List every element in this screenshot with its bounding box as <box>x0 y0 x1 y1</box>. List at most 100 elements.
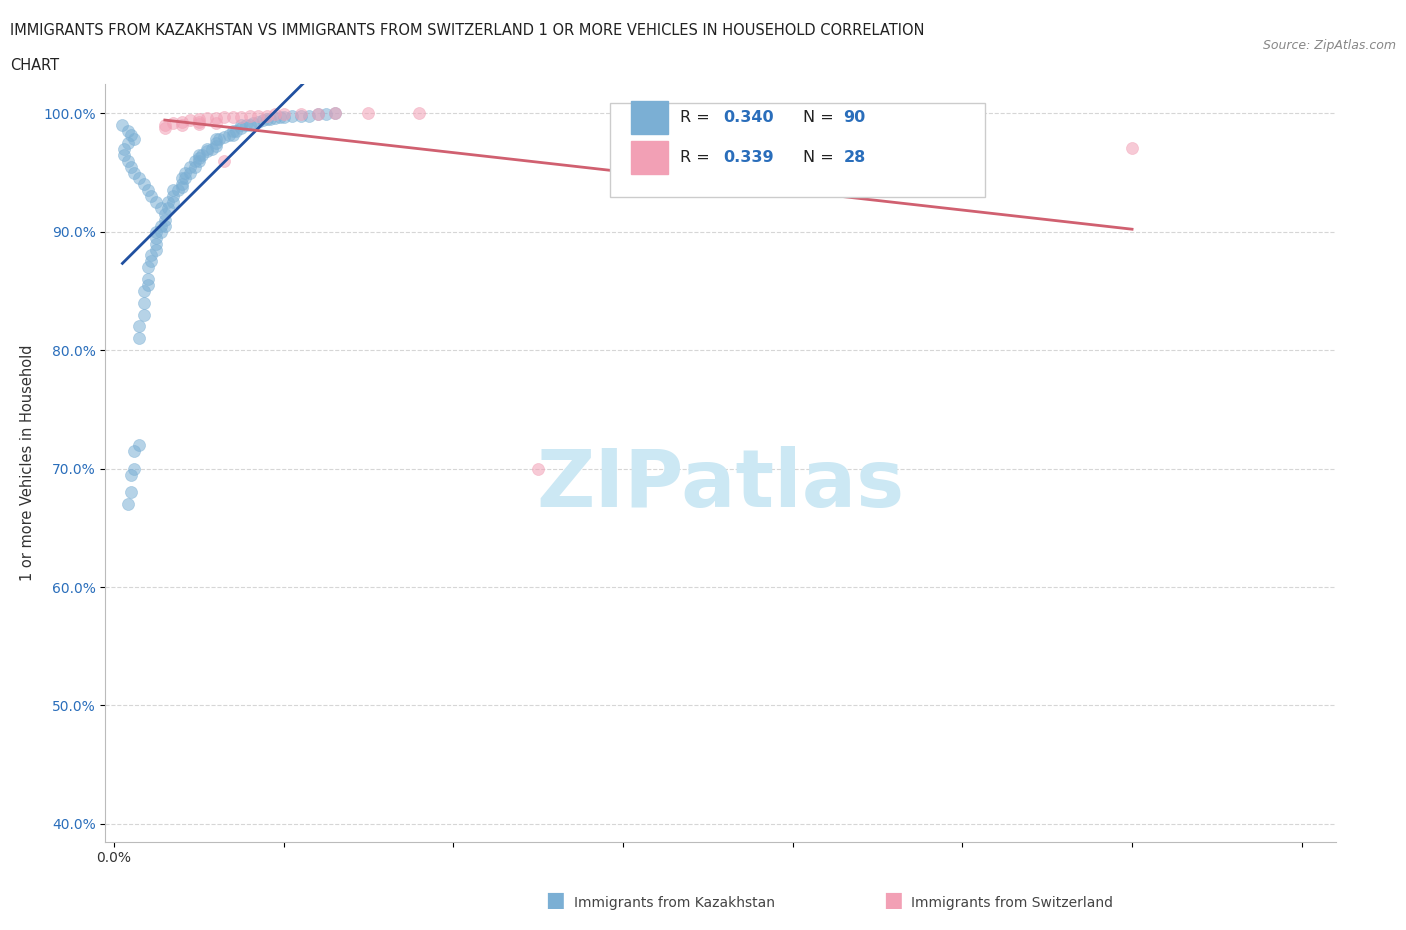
Point <box>112 147 135 162</box>
Point <box>256 112 278 126</box>
Point <box>124 461 146 476</box>
Point <box>273 107 295 122</box>
Point <box>128 171 150 186</box>
Point <box>222 124 245 139</box>
Point <box>145 194 167 209</box>
Point <box>153 219 176 233</box>
Point <box>1121 140 1143 155</box>
Point <box>187 112 209 126</box>
Point <box>170 179 193 194</box>
Point <box>136 183 159 198</box>
Point <box>120 485 142 499</box>
Point <box>231 118 253 133</box>
Point <box>201 141 224 156</box>
Point <box>259 112 281 126</box>
Point <box>239 118 262 133</box>
Point <box>170 177 193 192</box>
Point <box>204 111 226 126</box>
Point <box>120 159 142 174</box>
Point <box>162 183 184 198</box>
Point <box>247 108 270 123</box>
Point <box>187 116 209 131</box>
Point <box>212 110 235 125</box>
Point <box>134 284 156 299</box>
Point <box>298 108 321 123</box>
Point <box>145 224 167 239</box>
Point <box>195 111 218 126</box>
Text: ■: ■ <box>883 889 903 910</box>
Point <box>124 166 146 180</box>
Point <box>323 106 346 121</box>
Point <box>136 277 159 292</box>
Point <box>307 107 329 122</box>
Point <box>174 171 197 186</box>
Point <box>111 118 134 133</box>
Point <box>170 118 193 133</box>
Point <box>120 127 142 142</box>
Point <box>225 124 247 139</box>
Point <box>187 147 209 162</box>
Text: R =: R = <box>681 151 714 166</box>
Point <box>128 331 150 346</box>
Point <box>273 110 295 125</box>
Text: 0.340: 0.340 <box>723 111 773 126</box>
Point <box>204 132 226 147</box>
Point <box>150 219 173 233</box>
Point <box>136 272 159 286</box>
Point <box>145 231 167 246</box>
Point <box>162 189 184 204</box>
Point <box>112 141 135 156</box>
Point <box>162 115 184 130</box>
Point <box>239 108 262 123</box>
Point <box>204 115 226 130</box>
Point <box>145 236 167 251</box>
Point <box>222 127 245 142</box>
Point <box>323 106 346 121</box>
Text: CHART: CHART <box>10 58 59 73</box>
Point <box>256 108 278 123</box>
Point <box>204 136 226 151</box>
Point <box>141 248 163 263</box>
Point <box>128 319 150 334</box>
FancyBboxPatch shape <box>610 102 986 197</box>
Point <box>191 147 214 162</box>
Text: N =: N = <box>803 151 839 166</box>
Text: 90: 90 <box>844 111 866 126</box>
Point <box>231 110 253 125</box>
Point <box>195 144 218 159</box>
Point <box>315 107 337 122</box>
Point <box>170 171 193 186</box>
Point <box>153 120 176 135</box>
Point <box>153 118 176 133</box>
Text: ZIPatlas: ZIPatlas <box>537 446 904 525</box>
Point <box>150 201 173 216</box>
Point <box>167 183 190 198</box>
FancyBboxPatch shape <box>631 101 668 134</box>
Point <box>170 114 193 129</box>
FancyBboxPatch shape <box>631 141 668 175</box>
Point <box>117 124 139 139</box>
Point <box>179 166 201 180</box>
Point <box>124 444 146 458</box>
Text: 0.339: 0.339 <box>723 151 773 166</box>
Point <box>150 224 173 239</box>
Point <box>264 111 287 126</box>
Point <box>136 259 159 274</box>
Point <box>117 153 139 168</box>
Point <box>212 153 235 168</box>
Point <box>179 113 201 127</box>
Text: Immigrants from Kazakhstan: Immigrants from Kazakhstan <box>574 896 775 910</box>
Point <box>174 166 197 180</box>
Point <box>218 127 240 142</box>
Point <box>120 467 142 482</box>
Text: Immigrants from Switzerland: Immigrants from Switzerland <box>911 896 1114 910</box>
Point <box>195 141 218 156</box>
Point <box>134 307 156 322</box>
Point <box>134 296 156 311</box>
Point <box>252 113 274 127</box>
Point <box>153 206 176 221</box>
Point <box>290 107 312 122</box>
Point <box>157 201 180 216</box>
Y-axis label: 1 or more Vehicles in Household: 1 or more Vehicles in Household <box>20 344 35 581</box>
Point <box>187 151 209 166</box>
